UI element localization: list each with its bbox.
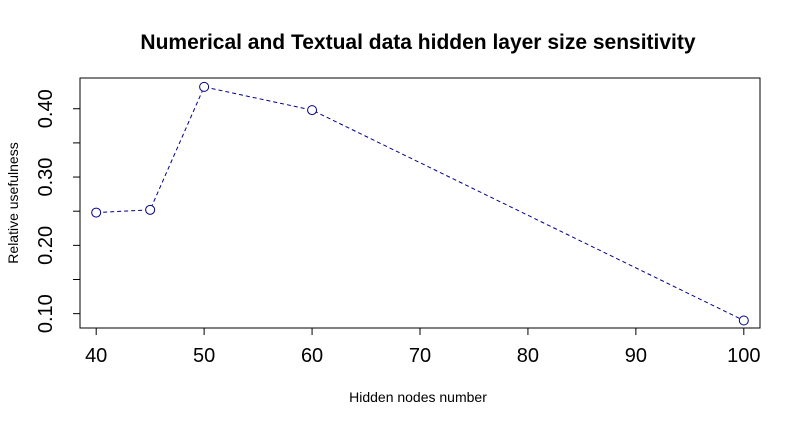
data-point <box>199 81 210 92</box>
x-tick-label: 40 <box>85 345 107 367</box>
series-layer <box>91 81 749 326</box>
y-tick-label: 0.30 <box>35 158 57 197</box>
x-tick-label: 50 <box>193 345 215 367</box>
y-tick-label: 0.20 <box>35 226 57 265</box>
x-axis-label: Hidden nodes number <box>349 389 487 405</box>
x-tick-label: 90 <box>625 345 647 367</box>
x-tick-label: 60 <box>301 345 323 367</box>
data-point <box>145 204 156 215</box>
y-axis-label: Relative usefulness <box>5 142 21 263</box>
series-line <box>96 86 745 321</box>
plot-frame <box>79 77 761 329</box>
x-tick-label: 80 <box>517 345 539 367</box>
chart-title: Numerical and Textual data hidden layer … <box>140 31 695 54</box>
x-axis: 40 50 60 70 80 90 100 <box>85 328 760 367</box>
x-tick-label: 70 <box>409 345 431 367</box>
data-point <box>738 315 749 326</box>
x-tick-label: 100 <box>727 345 760 367</box>
y-axis: 0.10 0.20 0.30 0.40 <box>35 89 80 333</box>
data-point <box>307 105 318 116</box>
data-point <box>91 207 102 218</box>
y-tick-label: 0.10 <box>35 294 57 333</box>
y-tick-label: 0.40 <box>35 89 57 128</box>
